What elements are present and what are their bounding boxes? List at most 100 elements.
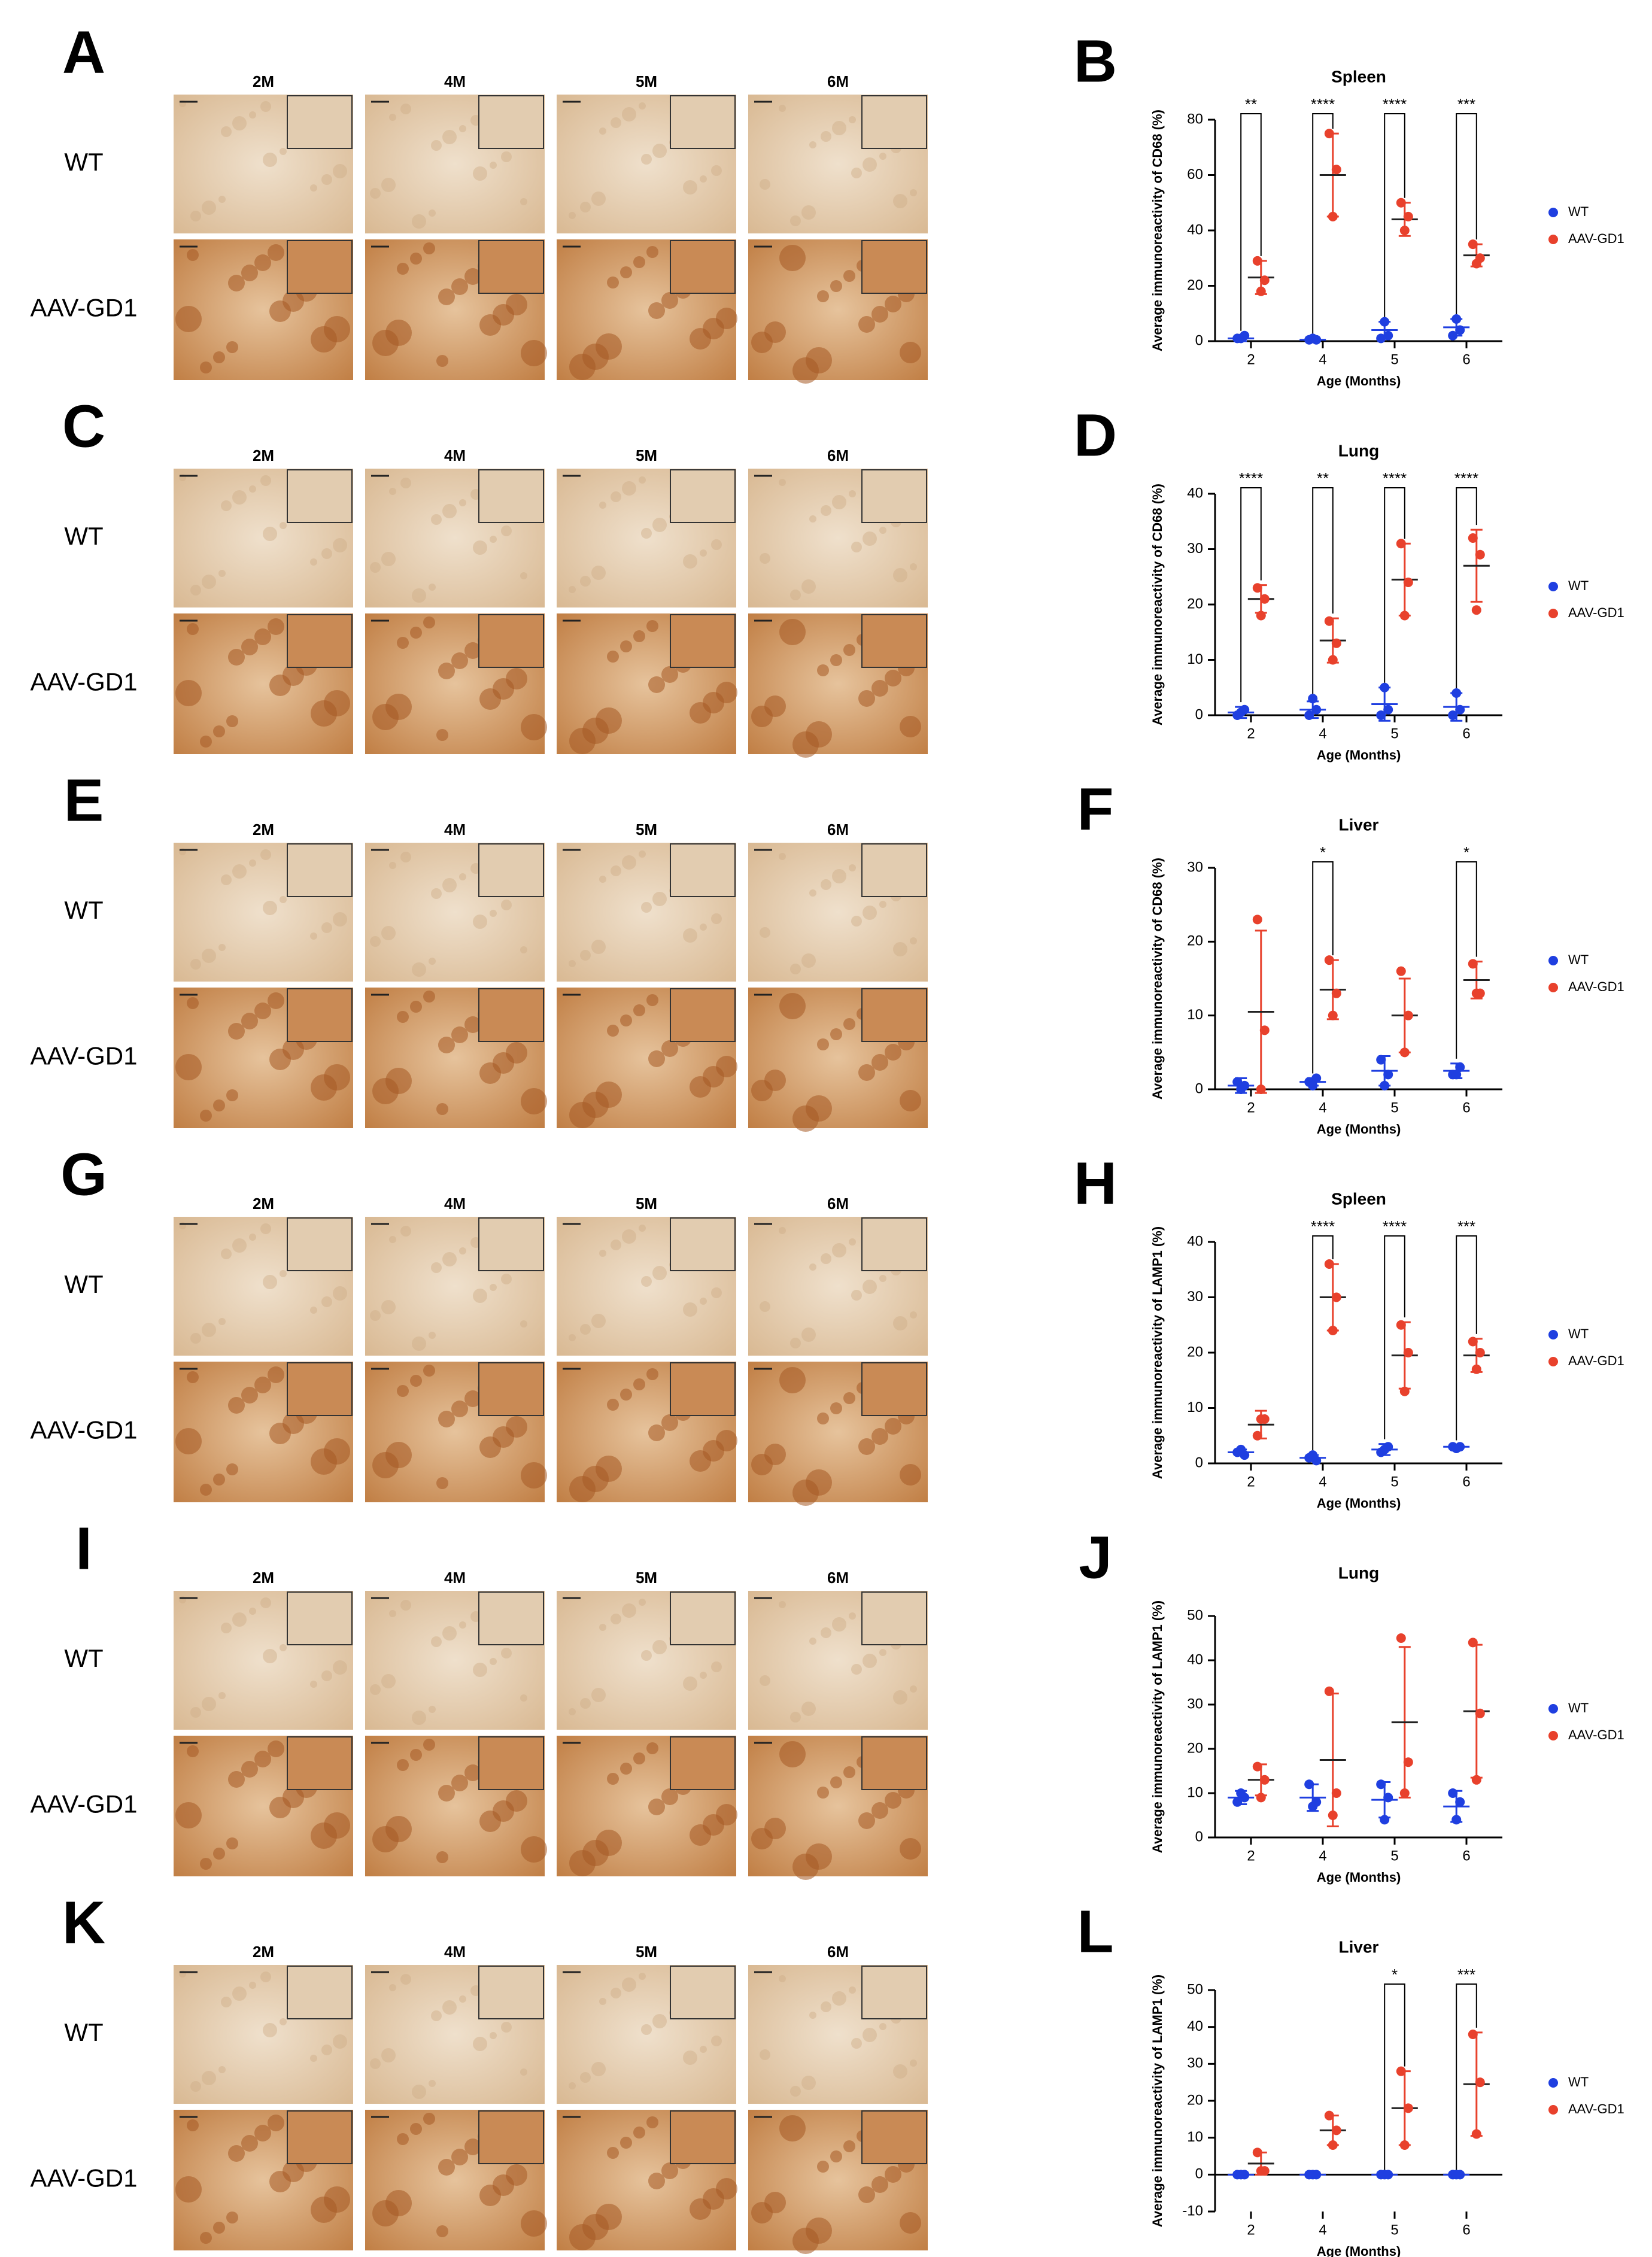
texture-spot [639, 102, 646, 110]
texture-spot [641, 1650, 652, 1661]
data-point [1451, 1444, 1462, 1454]
significance-bracket [1456, 113, 1477, 314]
texture-spot [464, 2138, 481, 2155]
texture-spot [321, 174, 332, 185]
x-tick-label: 6 [1462, 1099, 1470, 1116]
texture-spot [385, 320, 412, 346]
legend-marker [1548, 1330, 1558, 1339]
data-point [1451, 314, 1462, 324]
x-axis-label: Age (Months) [1317, 1870, 1401, 1885]
legend-label: AAV-GD1 [1568, 2101, 1624, 2116]
texture-spot [900, 2212, 921, 2234]
inset [861, 1362, 927, 1416]
texture-spot [790, 2086, 801, 2097]
texture-spot [232, 1238, 247, 1253]
data-point [1328, 1326, 1338, 1335]
legend-label: AAV-GD1 [1568, 605, 1624, 620]
texture-spot [436, 1103, 448, 1115]
texture-spot [213, 351, 225, 363]
column-label: 4M [444, 446, 466, 464]
row-label: AAV-GD1 [31, 294, 138, 322]
y-tick-label: 10 [1187, 651, 1203, 667]
inset [861, 95, 927, 149]
texture-spot [661, 2162, 678, 2179]
column-label: 5M [636, 72, 657, 90]
inset [861, 1217, 927, 1271]
inset [287, 95, 353, 149]
texture-spot [620, 640, 632, 652]
texture-spot [809, 889, 816, 897]
inset [861, 1966, 927, 2019]
texture-spot [779, 993, 806, 1019]
texture-spot [607, 2147, 619, 2159]
inset [670, 614, 736, 668]
texture-spot [648, 1050, 665, 1067]
texture-spot [648, 302, 665, 319]
texture-spot [591, 1314, 606, 1328]
texture-spot [893, 1316, 907, 1330]
texture-spot [389, 1984, 396, 1991]
texture-spot [260, 1223, 271, 1234]
texture-spot [520, 198, 527, 205]
data-point [1380, 1080, 1390, 1090]
significance-bracket [1312, 1235, 1334, 1451]
texture-spot [779, 1975, 786, 1982]
texture-spot [324, 690, 350, 716]
y-tick-label: 0 [1195, 1454, 1203, 1471]
significance-label: * [1320, 843, 1326, 861]
texture-spot [806, 721, 832, 748]
data-point [1308, 1450, 1318, 1460]
texture-spot [232, 864, 247, 879]
data-point [1455, 704, 1465, 715]
texture-spot [858, 2186, 875, 2203]
data-point [1380, 1815, 1390, 1825]
texture-spot [385, 2190, 412, 2216]
data-point [1324, 616, 1334, 626]
texture-spot [431, 888, 442, 899]
texture-spot [241, 1387, 258, 1404]
texture-spot [200, 362, 212, 373]
y-tick-label: 10 [1187, 1007, 1203, 1023]
texture-spot [412, 214, 426, 229]
texture-spot [620, 1763, 632, 1775]
texture-spot [779, 479, 786, 486]
texture-spot [700, 2046, 707, 2053]
data-point [1383, 330, 1393, 341]
texture-spot [232, 1612, 247, 1627]
texture-spot [832, 1991, 846, 2006]
texture-spot [400, 1974, 411, 1985]
inset [861, 1591, 927, 1645]
texture-spot [700, 924, 707, 931]
texture-spot [661, 666, 678, 683]
texture-spot [790, 1712, 801, 1723]
texture-spot [661, 1414, 678, 1431]
texture-spot [599, 1250, 606, 1257]
texture-spot [821, 1627, 831, 1638]
texture-spot [249, 1234, 256, 1241]
texture-spot [175, 306, 202, 332]
texture-spot [611, 865, 621, 876]
significance-bracket [1456, 861, 1477, 1059]
texture-spot [821, 879, 831, 890]
data-point [1256, 286, 1266, 296]
panel-letter: D [1074, 402, 1117, 469]
row-label: AAV-GD1 [31, 2164, 138, 2192]
texture-spot [611, 491, 621, 502]
texture-spot [412, 588, 426, 603]
significance-label: **** [1454, 469, 1478, 487]
data-point [1399, 1788, 1410, 1798]
texture-spot [809, 2012, 816, 2019]
texture-spot [893, 568, 907, 582]
texture-spot [280, 1644, 287, 1651]
texture-spot [473, 166, 487, 181]
y-tick-label: 20 [1187, 1344, 1203, 1360]
inset [287, 469, 353, 523]
texture-spot [464, 268, 481, 285]
texture-spot [442, 1626, 457, 1641]
texture-spot [249, 1608, 256, 1615]
legend-label: WT [1568, 578, 1589, 593]
data-point [1468, 239, 1478, 250]
texture-spot [423, 242, 435, 254]
texture-spot [790, 964, 801, 974]
texture-spot [620, 1389, 632, 1401]
